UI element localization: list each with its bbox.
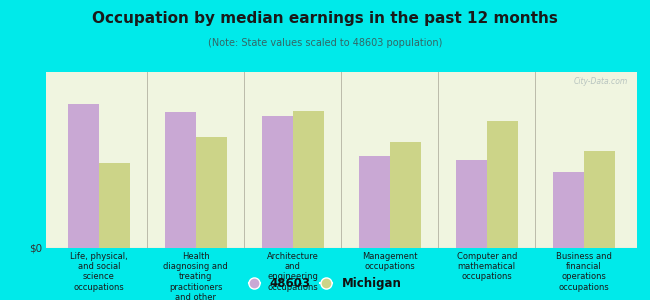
Legend: 48603, Michigan: 48603, Michigan <box>246 275 404 292</box>
Bar <box>584 151 615 248</box>
Bar <box>487 121 518 248</box>
Bar <box>359 156 390 248</box>
Bar <box>262 116 292 248</box>
Bar <box>292 111 324 248</box>
Text: (Note: State values scaled to 48603 population): (Note: State values scaled to 48603 popu… <box>208 38 442 47</box>
Bar <box>552 172 584 247</box>
Bar <box>456 160 487 248</box>
Bar <box>99 163 130 248</box>
Bar <box>196 137 227 248</box>
Text: Occupation by median earnings in the past 12 months: Occupation by median earnings in the pas… <box>92 11 558 26</box>
Text: City-Data.com: City-Data.com <box>574 77 628 86</box>
Bar <box>390 142 421 248</box>
Bar <box>68 103 99 248</box>
Bar <box>164 112 196 248</box>
